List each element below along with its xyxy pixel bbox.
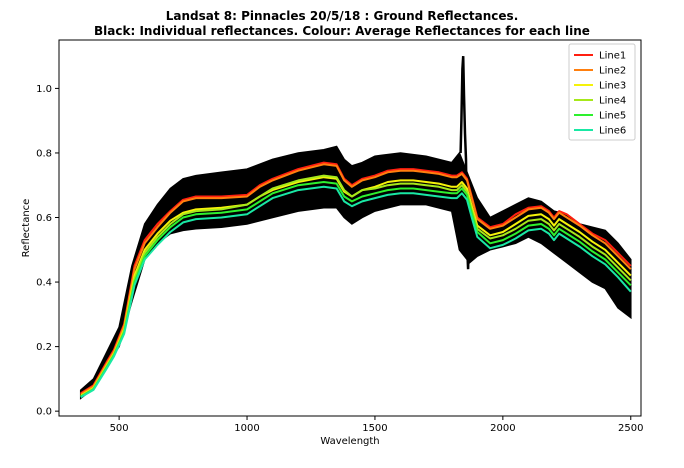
x-tick-label: 1500 <box>362 423 387 434</box>
legend-label-line5: Line5 <box>599 111 626 122</box>
legend-label-line4: Line4 <box>599 96 626 107</box>
x-tick-label: 2500 <box>618 423 643 434</box>
x-tick-label: 2000 <box>490 423 515 434</box>
x-tick-label: 500 <box>110 423 129 434</box>
x-axis: 500 1000 1500 2000 2500 <box>110 416 643 434</box>
chart-title-line1: Landsat 8: Pinnacles 20/5/18 : Ground Re… <box>166 9 519 23</box>
y-tick-label: 0.0 <box>36 407 52 418</box>
y-tick-label: 0.2 <box>36 342 52 353</box>
axes-frame <box>58 39 642 417</box>
series-line-line6 <box>80 185 632 399</box>
y-tick-label: 0.4 <box>36 278 52 289</box>
plot-area <box>79 56 632 400</box>
y-axis-label: Reflectance <box>21 199 32 258</box>
series-line-line3 <box>80 176 632 397</box>
series-line-line2 <box>80 163 632 396</box>
legend-label-line2: Line2 <box>599 66 626 77</box>
legend: Line1 Line2 Line3 Line4 Line5 Line6 <box>568 43 636 141</box>
x-tick-label: 1000 <box>234 423 259 434</box>
legend-label-line1: Line1 <box>599 51 626 62</box>
y-tick-label: 0.6 <box>36 213 52 224</box>
chart-title-line2: Black: Individual reflectances. Colour: … <box>94 24 590 38</box>
y-tick-label: 1.0 <box>36 84 52 95</box>
x-axis-label: Wavelength <box>320 436 379 447</box>
series-line-line4 <box>80 174 632 398</box>
y-axis: 0.0 0.2 0.4 0.6 0.8 1.0 <box>36 84 59 418</box>
legend-label-line6: Line6 <box>599 126 626 137</box>
individual-reflectances-spike <box>459 56 472 270</box>
y-tick-label: 0.8 <box>36 148 52 159</box>
series-line-line5 <box>80 181 632 398</box>
legend-label-line3: Line3 <box>599 81 626 92</box>
